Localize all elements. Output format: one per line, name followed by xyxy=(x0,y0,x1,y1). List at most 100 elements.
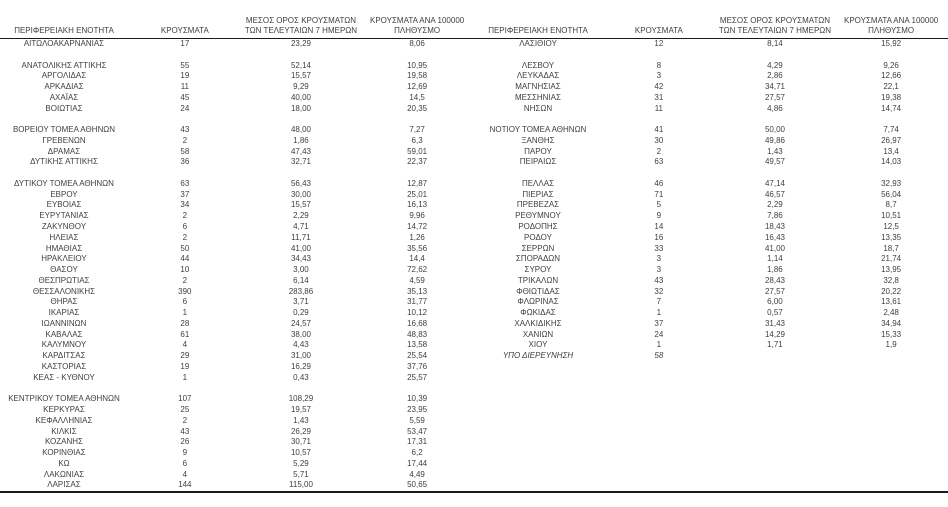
table-row: ΚΟΡΙΝΘΙΑΣ 9 10,57 6,2 xyxy=(0,448,474,459)
table-row: ΗΜΑΘΙΑΣ 50 41,00 35,56 xyxy=(0,244,474,255)
per100k-cell: 9,96 xyxy=(409,211,425,221)
per100k-cell: 19,58 xyxy=(407,71,428,81)
cases-cell: 30 xyxy=(654,135,664,145)
region-cell: ΕΥΡΥΤΑΝΙΑΣ xyxy=(39,211,89,221)
avg7day-cell: 2,86 xyxy=(767,71,783,81)
table-row: ΠΕΙΡΑΙΩΣ 63 49,57 14,03 xyxy=(474,157,948,168)
table-row: ΑΡΚΑΔΙΑΣ 11 9,29 12,69 xyxy=(0,82,474,93)
avg7day-cell: 23,29 xyxy=(290,39,311,48)
avg7day-cell: 30,71 xyxy=(290,437,311,447)
region-cell: ΥΠΟ ΔΙΕΡΕΥΝΗΣΗ xyxy=(502,351,574,361)
table-body-right: ΛΑΣΙΘΙΟΥ 12 8,14 15,92 ΛΕΣΒΟΥ 8 4,29 9,26 ΛΕΥΚΑΔ… xyxy=(474,39,948,362)
cases-cell: 6 xyxy=(182,297,188,307)
table-row: ΕΥΡΥΤΑΝΙΑΣ 2 2,29 9,96 xyxy=(0,211,474,222)
cases-cell: 2 xyxy=(182,135,188,145)
cases-cell: 12 xyxy=(654,39,664,48)
per100k-cell: 25,01 xyxy=(407,189,428,199)
cases-cell: 1 xyxy=(182,308,188,318)
per100k-cell: 10,95 xyxy=(407,60,428,70)
avg7day-cell: 47,14 xyxy=(764,178,785,188)
avg7day-cell: 1,86 xyxy=(293,135,309,145)
avg7day-cell: 50,00 xyxy=(764,125,785,135)
per100k-cell: 23,95 xyxy=(407,404,428,414)
per100k-cell: 20,22 xyxy=(881,286,902,296)
avg7day-cell: 0,29 xyxy=(293,308,309,318)
avg7day-cell: 1,43 xyxy=(293,415,309,425)
region-cell: ΑΧΑΪΑΣ xyxy=(49,92,79,102)
region-cell: ΗΡΑΚΛΕΙΟΥ xyxy=(41,254,87,264)
avg7day-cell: 41,00 xyxy=(290,243,311,253)
avg7day-cell: 48,00 xyxy=(290,125,311,135)
cases-cell: 34 xyxy=(180,200,190,210)
region-column-header: ΠΕΡΙΦΕΡΕΙΑΚΗ ΕΝΟΤΗΤΑ xyxy=(0,5,128,39)
region-cell: ΠΡΕΒΕΖΑΣ xyxy=(516,200,560,210)
cases-cell: 2 xyxy=(182,232,188,242)
cases-cell: 9 xyxy=(656,211,662,221)
per100k-column-header: ΚΡΟΥΣΜΑΤΑ ΑΝΑ 100000 ΠΛΗΘΥΣΜΟ xyxy=(834,5,948,39)
per100k-cell: 10,39 xyxy=(407,394,428,404)
cases-cell: 63 xyxy=(654,157,664,167)
spacer-cell xyxy=(834,114,948,125)
table-row: ΙΚΑΡΙΑΣ 1 0,29 10,12 xyxy=(0,308,474,319)
cases-cell: 61 xyxy=(180,329,190,339)
table-row: ΗΡΑΚΛΕΙΟΥ 44 34,43 14,4 xyxy=(0,254,474,265)
cases-cell: 4 xyxy=(182,469,188,479)
avg7day-cell: 15,57 xyxy=(290,71,311,81)
per100k-cell: 6,2 xyxy=(411,448,423,458)
avg7day-cell: 34,71 xyxy=(764,82,785,92)
table-row: ΛΑΣΙΘΙΟΥ 12 8,14 15,92 xyxy=(474,39,948,50)
region-cell: ΓΡΕΒΕΝΩΝ xyxy=(42,135,86,145)
table-row: ΡΕΘΥΜΝΟΥ 9 7,86 10,51 xyxy=(474,211,948,222)
per100k-cell: 1,9 xyxy=(885,340,897,350)
cases-cell: 7 xyxy=(656,297,662,307)
region-cell: ΝΗΣΩΝ xyxy=(523,103,553,113)
spacer-cell xyxy=(360,50,474,61)
cases-cell: 1 xyxy=(656,340,662,350)
cases-cell: 58 xyxy=(654,351,664,361)
spacer-cell xyxy=(0,168,128,179)
per100k-cell: 22,1 xyxy=(883,82,899,92)
region-cell: ΒΟΡΕΙΟΥ ΤΟΜΕΑ ΑΘΗΝΩΝ xyxy=(12,125,115,135)
cases-cell: 36 xyxy=(180,157,190,167)
region-cell: ΑΡΓΟΛΙΔΑΣ xyxy=(41,71,87,81)
cases-cell: 45 xyxy=(180,92,190,102)
per100k-cell: 25,54 xyxy=(407,351,428,361)
table-row: ΚΑΒΑΛΑΣ 61 38,00 48,83 xyxy=(0,330,474,341)
region-cell: ΖΑΚΥΝΘΟΥ xyxy=(41,221,87,231)
region-cell: ΑΙΤΩΛΟΑΚΑΡΝΑΝΙΑΣ xyxy=(23,39,105,48)
per100k-cell: 15,92 xyxy=(881,39,902,48)
per100k-column-header: ΚΡΟΥΣΜΑΤΑ ΑΝΑ 100000 ΠΛΗΘΥΣΜΟ xyxy=(360,5,474,39)
region-cell: ΚΑΒΑΛΑΣ xyxy=(45,329,83,339)
table-row: ΞΑΝΘΗΣ 30 49,86 26,97 xyxy=(474,136,948,147)
cases-cell: 19 xyxy=(180,71,190,81)
cases-cell: 2 xyxy=(182,211,188,221)
spacer-row xyxy=(0,50,474,61)
region-cell: ΜΕΣΣΗΝΙΑΣ xyxy=(515,92,561,102)
table-row: ΣΠΟΡΑΔΩΝ 3 1,14 21,74 xyxy=(474,254,948,265)
table-row: ΠΕΛΛΑΣ 46 47,14 32,93 xyxy=(474,179,948,190)
region-cell: ΕΒΡΟΥ xyxy=(50,189,78,199)
table-row: ΘΕΣΠΡΩΤΙΑΣ 2 6,14 4,59 xyxy=(0,276,474,287)
table-row: ΣΥΡΟΥ 3 1,86 13,95 xyxy=(474,265,948,276)
table-row: ΚΕΡΚΥΡΑΣ 25 19,57 23,95 xyxy=(0,405,474,416)
region-cell: ΘΕΣΣΑΛΟΝΙΚΗΣ xyxy=(32,286,96,296)
per100k-cell: 34,94 xyxy=(881,318,902,328)
spacer-cell xyxy=(242,114,361,125)
region-cell: ΔΥΤΙΚΗΣ ΑΤΤΙΚΗΣ xyxy=(30,157,98,167)
table-row: ΔΡΑΜΑΣ 58 47,43 59,01 xyxy=(0,147,474,158)
per100k-cell: 37,76 xyxy=(407,361,428,371)
per100k-cell: 14,03 xyxy=(881,157,902,167)
table-row: ΒΟΙΩΤΙΑΣ 24 18,00 20,35 xyxy=(0,104,474,115)
regional-cases-tables-container: ΠΕΡΙΦΕΡΕΙΑΚΗ ΕΝΟΤΗΤΑ ΚΡΟΥΣΜΑΤΑ ΜΕΣΟΣ ΟΡΟΣ … xyxy=(0,5,948,494)
per100k-cell: 8,7 xyxy=(885,200,897,210)
spacer-row xyxy=(0,168,474,179)
per100k-cell: 22,37 xyxy=(407,157,428,167)
region-cell: ΧΑΛΚΙΔΙΚΗΣ xyxy=(514,318,562,328)
avg7day-cell: 0,43 xyxy=(293,372,309,382)
table-row: ΥΠΟ ΔΙΕΡΕΥΝΗΣΗ 58 xyxy=(474,351,948,362)
avg7day-cell: 49,86 xyxy=(764,135,785,145)
table-row: ΧΑΝΙΩΝ 24 14,29 15,33 xyxy=(474,330,948,341)
table-row: ΘΑΣΟΥ 10 3,00 72,62 xyxy=(0,265,474,276)
region-cell: ΛΕΥΚΑΔΑΣ xyxy=(516,71,560,81)
table-row: ΖΑΚΥΝΘΟΥ 6 4,71 14,72 xyxy=(0,222,474,233)
